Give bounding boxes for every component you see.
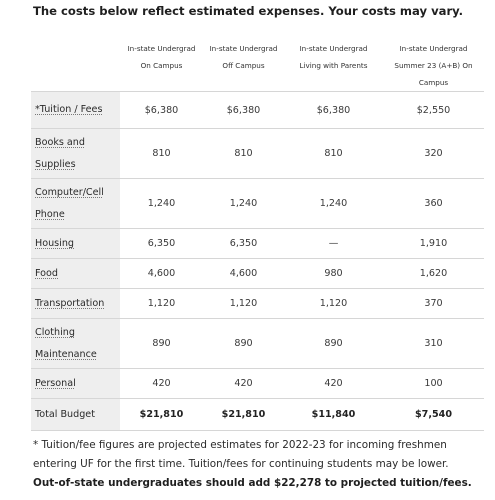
row-label-link[interactable]: Personal — [35, 377, 76, 389]
total-value: $21,810 — [203, 398, 284, 431]
cell-value: $2,550 — [383, 91, 484, 129]
header-line: In-state Undergrad — [209, 44, 278, 53]
table-row-tuition: *Tuition / Fees $6,380 $6,380 $6,380 $2,… — [31, 91, 484, 129]
cell-value: $6,380 — [203, 91, 284, 129]
header-with-parents: In-state Undergrad Living with Parents — [284, 30, 383, 92]
cell-value: 6,350 — [203, 228, 284, 259]
total-label-text: Total Budget — [35, 408, 95, 420]
total-label: Total Budget — [31, 398, 120, 431]
header-cell-empty — [31, 30, 120, 92]
footnote: * Tuition/fee figures are projected esti… — [33, 436, 493, 493]
cell-value: 4,600 — [120, 258, 203, 289]
row-label: Food — [31, 258, 120, 289]
cell-value: $6,380 — [284, 91, 383, 129]
header-on-campus: In-state Undergrad On Campus — [120, 30, 203, 92]
cell-value: 980 — [284, 258, 383, 289]
cell-value: 320 — [383, 128, 484, 179]
row-label-link[interactable]: Food — [35, 267, 59, 279]
table-row-personal: Personal 420 420 420 100 — [31, 368, 484, 399]
cell-value: 890 — [120, 318, 203, 369]
cell-value: 420 — [284, 368, 383, 399]
header-line: On Campus — [140, 61, 183, 70]
cell-value: 1,240 — [203, 178, 284, 229]
table-row-total: Total Budget $21,810 $21,810 $11,840 $7,… — [31, 398, 484, 431]
cell-value: 810 — [203, 128, 284, 179]
header-line: Campus — [418, 78, 449, 87]
cell-value: $6,380 — [120, 91, 203, 129]
table-row-books: Books and Supplies 810 810 810 320 — [31, 128, 484, 179]
row-label-link[interactable]: Supplies — [35, 158, 76, 170]
header-line: In-state Undergrad — [299, 44, 368, 53]
cell-value: 890 — [203, 318, 284, 369]
header-line: In-state Undergrad — [127, 44, 196, 53]
table-row-computer: Computer/Cell Phone 1,240 1,240 1,240 36… — [31, 178, 484, 229]
row-label-link[interactable]: Transportation — [35, 297, 105, 309]
total-value: $11,840 — [284, 398, 383, 431]
cell-value: 1,120 — [284, 288, 383, 319]
row-label: *Tuition / Fees — [31, 91, 120, 129]
row-label: Personal — [31, 368, 120, 399]
cost-table: In-state Undergrad On Campus In-state Un… — [31, 30, 484, 431]
row-label-link[interactable]: Maintenance — [35, 348, 97, 360]
header-summer: In-state Undergrad Summer 23 (A+B) On Ca… — [383, 30, 484, 92]
cell-value: 310 — [383, 318, 484, 369]
total-value: $21,810 — [120, 398, 203, 431]
cell-value: 810 — [284, 128, 383, 179]
row-label-link[interactable]: Computer/Cell — [35, 186, 104, 198]
table-header-row: In-state Undergrad On Campus In-state Un… — [31, 30, 484, 92]
table-row-housing: Housing 6,350 6,350 — 1,910 — [31, 228, 484, 259]
row-label-link[interactable]: Phone — [35, 208, 65, 220]
table-row-transportation: Transportation 1,120 1,120 1,120 370 — [31, 288, 484, 319]
row-label-link[interactable]: Clothing — [35, 326, 75, 338]
cell-value: 1,120 — [120, 288, 203, 319]
cell-value: 1,620 — [383, 258, 484, 289]
cell-value: — — [284, 228, 383, 259]
cell-value: 6,350 — [120, 228, 203, 259]
cell-value: 420 — [120, 368, 203, 399]
cell-value: 1,910 — [383, 228, 484, 259]
row-label: Clothing Maintenance — [31, 318, 120, 369]
cell-value: 1,120 — [203, 288, 284, 319]
table-row-clothing: Clothing Maintenance 890 890 890 310 — [31, 318, 484, 369]
cell-value: 420 — [203, 368, 284, 399]
row-label-link[interactable]: Housing — [35, 237, 74, 249]
cell-value: 1,240 — [284, 178, 383, 229]
row-label-link[interactable]: *Tuition / Fees — [35, 104, 103, 115]
total-value: $7,540 — [383, 398, 484, 431]
footnote-out-of-state: Out-of-state undergraduates should add $… — [33, 477, 472, 489]
row-label-link[interactable]: Books and — [35, 136, 85, 148]
cell-value: 370 — [383, 288, 484, 319]
footnote-text: * Tuition/fee figures are projected esti… — [33, 439, 449, 470]
header-line: In-state Undergrad — [399, 44, 468, 53]
row-label: Books and Supplies — [31, 128, 120, 179]
cell-value: 810 — [120, 128, 203, 179]
header-line: Summer 23 (A+B) On — [394, 61, 473, 70]
header-off-campus: In-state Undergrad Off Campus — [203, 30, 284, 92]
intro-text: The costs below reflect estimated expens… — [33, 4, 464, 18]
header-line: Living with Parents — [299, 61, 368, 70]
row-label: Computer/Cell Phone — [31, 178, 120, 229]
header-line: Off Campus — [222, 61, 265, 70]
row-label: Housing — [31, 228, 120, 259]
cell-value: 890 — [284, 318, 383, 369]
cell-value: 360 — [383, 178, 484, 229]
cell-value: 1,240 — [120, 178, 203, 229]
cell-value: 100 — [383, 368, 484, 399]
cell-value: 4,600 — [203, 258, 284, 289]
table-row-food: Food 4,600 4,600 980 1,620 — [31, 258, 484, 289]
row-label: Transportation — [31, 288, 120, 319]
